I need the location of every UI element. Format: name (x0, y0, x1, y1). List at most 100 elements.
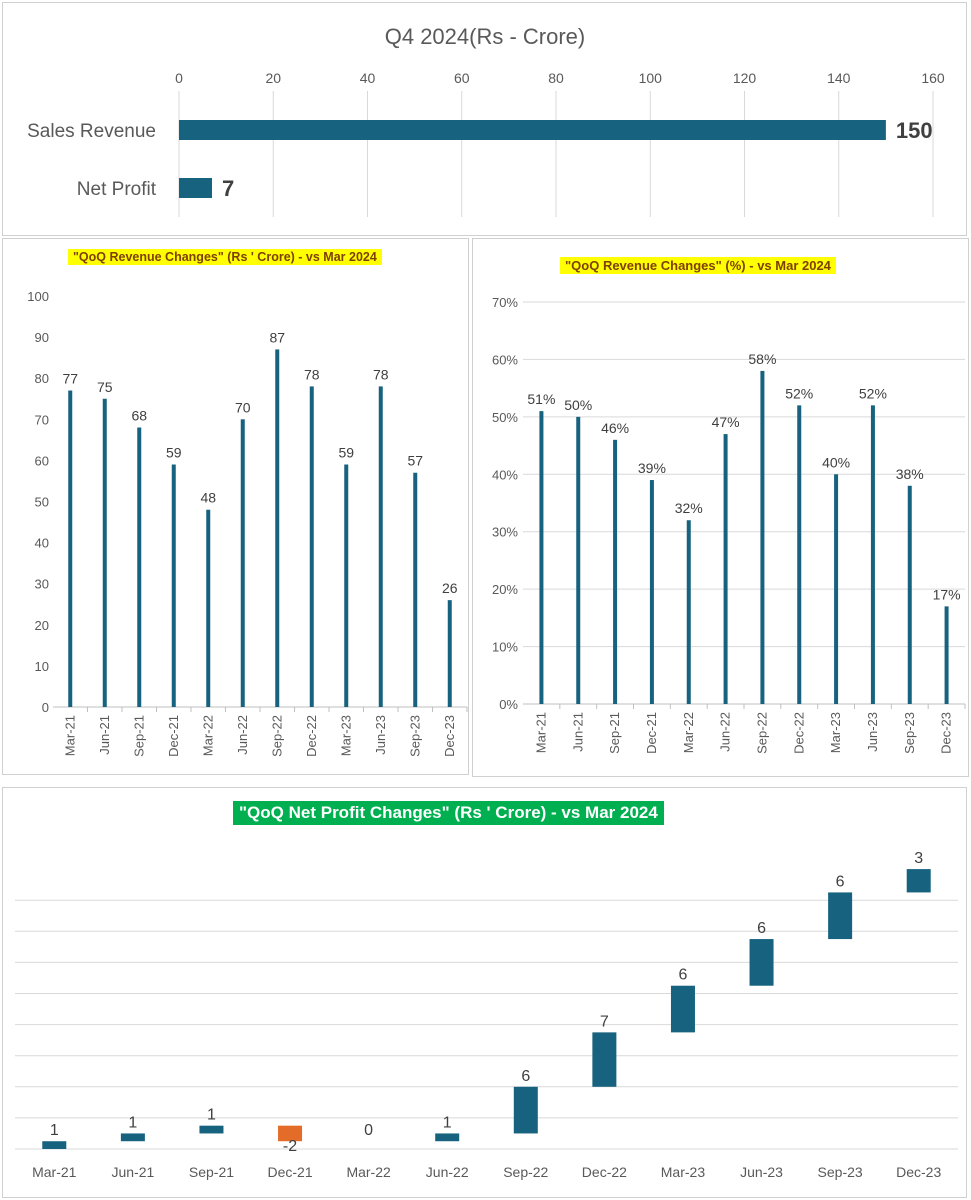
net-profit-waterfall-chart-title: "QoQ Net Profit Changes" (Rs ' Crore) - … (233, 801, 664, 825)
data-label: 59 (166, 445, 182, 461)
bar (378, 386, 383, 707)
data-label: 3 (914, 850, 923, 867)
x-tick-label: Jun-23 (740, 1164, 783, 1180)
y-tick-label: 70% (492, 295, 518, 310)
y-tick-label: 50% (492, 410, 518, 425)
y-tick-label: 10 (35, 659, 49, 674)
x-tick-label: 80 (548, 70, 564, 86)
x-tick-label: Sep-21 (189, 1164, 234, 1180)
x-tick-label: Dec-23 (896, 1164, 941, 1180)
waterfall-bar (120, 1133, 145, 1142)
sales-profit-bar-chart-panel: Q4 2024(Rs - Crore) 0 20 40 60 80 100 120 140 160… (2, 2, 967, 236)
bar (944, 606, 949, 704)
x-tick-label: 20 (265, 70, 281, 86)
x-tick-label: Mar-21 (533, 712, 548, 753)
data-label: 77 (62, 371, 78, 387)
x-tick-label: Jun-22 (235, 715, 250, 755)
data-label: 75 (97, 379, 113, 395)
data-label: 87 (269, 329, 285, 345)
revenue-change-percent-chart: 0% 10% 20% 30% 40% 50% 60% 70% 51% Mar-21 50% Jun-2… (492, 295, 966, 754)
data-label: 47% (712, 414, 740, 430)
x-tick-label: 160 (921, 70, 945, 86)
x-tick-label: Mar-23 (661, 1164, 706, 1180)
y-tick-label: 10% (492, 640, 518, 655)
net-profit-waterfall-chart: 1 Mar-21 1 Jun-21 1 Sep-21 -2 Dec-21 0 Mar-22 1 Jun… (15, 850, 958, 1180)
x-tick-label: Sep-21 (607, 712, 622, 754)
x-tick-label: Jun-22 (426, 1164, 469, 1180)
x-tick-label: 60 (454, 70, 470, 86)
x-tick-label: Jun-21 (570, 712, 585, 752)
bar (102, 398, 107, 707)
y-tick-label: 0% (499, 697, 518, 712)
bar (870, 405, 875, 704)
bar (137, 427, 142, 707)
y-tick-label: 60% (492, 352, 518, 367)
data-label: 32% (675, 500, 703, 516)
bar (206, 509, 211, 707)
bar (179, 120, 886, 140)
data-label: 39% (638, 460, 666, 476)
y-tick-label: 30% (492, 525, 518, 540)
x-tick-label: Mar-22 (346, 1164, 391, 1180)
revenue-change-crore-chart-panel: "QoQ Revenue Changes" (Rs ' Crore) - vs … (2, 238, 469, 775)
data-label: 78 (304, 366, 320, 382)
x-tick-label: Mar-22 (681, 712, 696, 753)
bar (576, 416, 581, 704)
data-label: 68 (131, 408, 147, 424)
x-tick-label: Jun-23 (373, 715, 388, 755)
data-label: 52% (785, 385, 813, 401)
data-label: 1 (207, 1107, 216, 1124)
data-label: 7 (222, 176, 234, 201)
data-label: 6 (836, 873, 845, 890)
revenue-change-percent-chart-panel: "QoQ Revenue Changes" (%) - vs Mar 2024 … (472, 238, 969, 777)
x-tick-label: Sep-22 (503, 1164, 548, 1180)
category-label: Net Profit (77, 179, 157, 200)
data-label: 48 (200, 490, 216, 506)
data-label: 6 (521, 1068, 530, 1085)
data-label: 52% (859, 385, 887, 401)
waterfall-bar (435, 1133, 460, 1142)
waterfall-bar (592, 1032, 617, 1087)
bar (907, 485, 912, 704)
x-tick-label: Dec-22 (582, 1164, 627, 1180)
data-label: 46% (601, 420, 629, 436)
data-label: 17% (933, 586, 961, 602)
y-tick-label: 40 (35, 536, 49, 551)
x-tick-label: 100 (639, 70, 663, 86)
waterfall-bar (749, 939, 774, 986)
sales-profit-bar-chart: Q4 2024(Rs - Crore) 0 20 40 60 80 100 120 140 160… (27, 24, 945, 217)
x-tick-label: Sep-23 (407, 715, 422, 757)
bar (539, 411, 544, 704)
x-tick-label: Sep-22 (269, 715, 284, 757)
bar (447, 600, 452, 707)
bar (68, 390, 73, 707)
data-label: 59 (338, 445, 354, 461)
y-tick-label: 80 (35, 371, 49, 386)
waterfall-bar (199, 1125, 224, 1134)
revenue-change-crore-chart: 0 10 20 30 40 50 60 70 80 90 100 77 Mar-21 75 Jun-21 68… (27, 289, 468, 757)
bar (179, 178, 212, 198)
revenue-change-crore-chart-title: "QoQ Revenue Changes" (Rs ' Crore) - vs … (68, 249, 382, 265)
y-tick-label: 100 (27, 289, 49, 304)
x-tick-label: Dec-23 (442, 715, 457, 757)
x-tick-label: 120 (733, 70, 757, 86)
x-tick-label: Dec-22 (791, 712, 806, 754)
data-label: 58% (748, 351, 776, 367)
y-tick-label: 20 (35, 618, 49, 633)
data-label: 1 (443, 1114, 452, 1131)
bar (309, 386, 314, 707)
x-tick-label: Dec-21 (644, 712, 659, 754)
data-label: 6 (757, 920, 766, 937)
bar (649, 480, 654, 704)
data-label: 38% (896, 466, 924, 482)
waterfall-bar (42, 1141, 67, 1149)
category-label: Sales Revenue (27, 121, 156, 142)
waterfall-bar (670, 985, 695, 1033)
waterfall-bar (278, 1125, 303, 1142)
chart-title: Q4 2024(Rs - Crore) (385, 24, 586, 49)
bar (723, 434, 728, 704)
data-label: -2 (283, 1138, 297, 1155)
x-tick-label: Mar-23 (828, 712, 843, 753)
data-label: 7 (600, 1013, 609, 1030)
bar (413, 472, 418, 707)
